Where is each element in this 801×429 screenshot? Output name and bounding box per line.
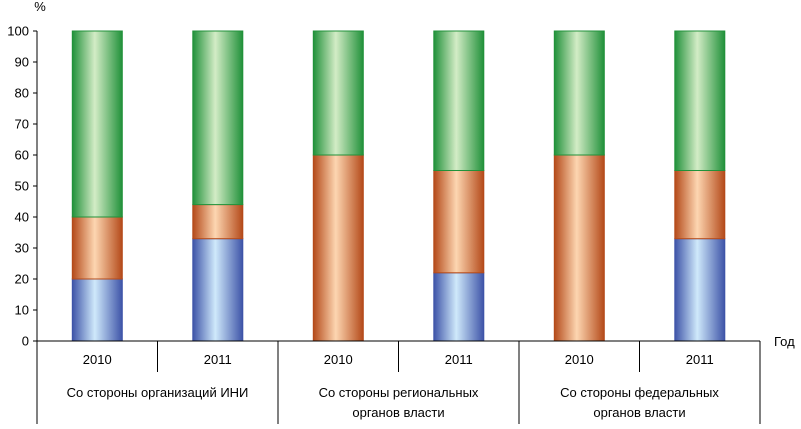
bar-series-3-cat-1 <box>71 30 123 218</box>
bar-series-3-cat-3 <box>312 30 364 156</box>
x-category-label: 2011 <box>686 352 714 367</box>
y-tick-label: 90 <box>15 55 29 70</box>
bar-series-2-cat-1 <box>71 216 123 280</box>
bar-series-1-cat-1 <box>71 278 123 342</box>
x-group-label: органов власти <box>352 405 444 420</box>
y-tick-label: 40 <box>15 210 29 225</box>
x-axis-label: Год <box>774 334 795 349</box>
bar-series-3-cat-6 <box>674 30 726 171</box>
bar-series-1-cat-6 <box>674 238 726 342</box>
y-axis-label: % <box>34 0 46 14</box>
y-tick-label: 100 <box>7 24 29 39</box>
bar-series-2-cat-5 <box>553 154 605 342</box>
bar-series-3-cat-2 <box>192 30 244 206</box>
labels-layer: 0 10 20 30 40 50 60 70 80 90 100% Год 2010 2011 2010 20… <box>7 0 795 420</box>
x-category-label: 2010 <box>565 352 594 367</box>
y-tick-label: 20 <box>15 272 29 287</box>
y-tick-label: 50 <box>15 179 29 194</box>
y-tick-label: 10 <box>15 303 29 318</box>
bar-series-1-cat-4 <box>433 272 485 342</box>
bars-layer <box>71 30 726 342</box>
y-tick-label: 70 <box>15 117 29 132</box>
x-category-label: 2011 <box>204 352 232 367</box>
bar-series-2-cat-6 <box>674 170 726 240</box>
bar-series-2-cat-3 <box>312 154 364 342</box>
bar-series-3-cat-5 <box>553 30 605 156</box>
x-category-label: 2010 <box>83 352 112 367</box>
bar-series-3-cat-4 <box>433 30 485 171</box>
x-group-label: Со стороны федеральных <box>560 385 719 400</box>
x-category-label: 2010 <box>324 352 353 367</box>
bar-series-2-cat-2 <box>192 204 244 240</box>
y-tick-label: 80 <box>15 86 29 101</box>
bar-series-2-cat-4 <box>433 170 485 274</box>
axes-layer <box>33 30 761 424</box>
x-group-label: органов власти <box>593 405 685 420</box>
bar-series-1-cat-2 <box>192 238 244 342</box>
y-tick-label: 30 <box>15 241 29 256</box>
x-group-label: Со стороны организаций ИНИ <box>67 385 249 400</box>
y-tick-label: 0 <box>22 334 29 349</box>
x-category-label: 2011 <box>445 352 473 367</box>
y-tick-label: 60 <box>15 148 29 163</box>
x-group-label: Со стороны региональных <box>319 385 479 400</box>
